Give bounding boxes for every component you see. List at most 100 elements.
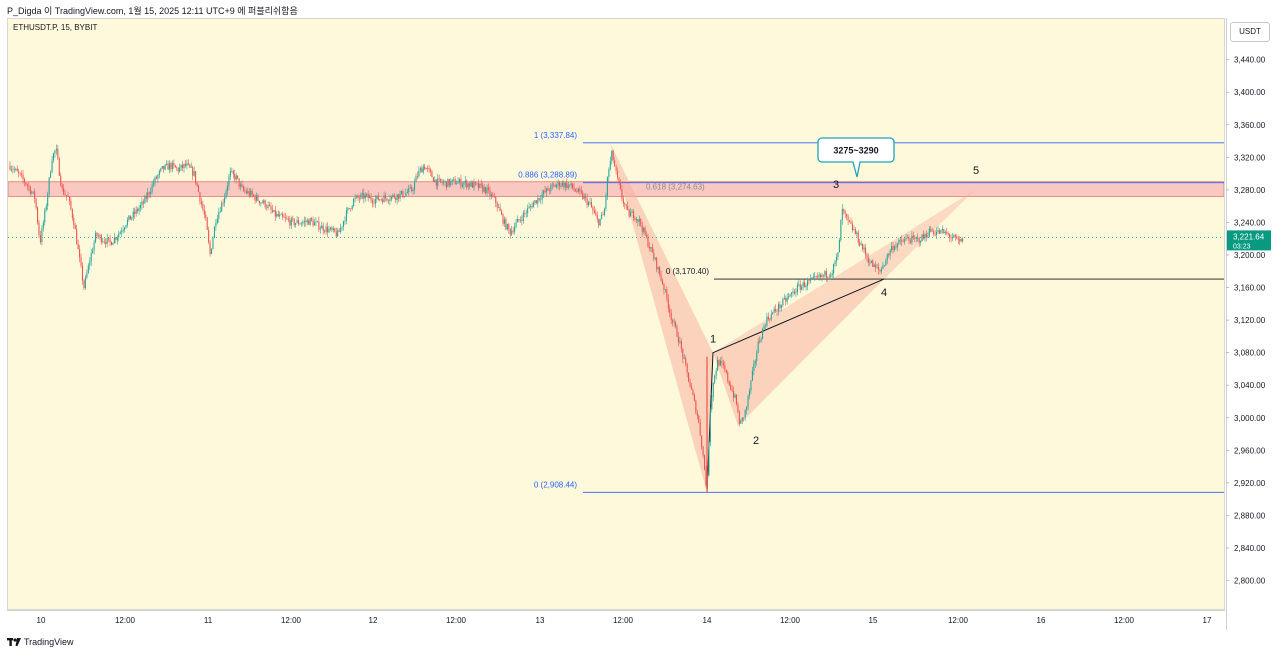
symbol-label[interactable]: ETHUSDT.P, 15, BYBIT — [13, 23, 98, 32]
candle-body — [224, 197, 226, 203]
candle-body — [714, 375, 716, 383]
candle-body — [566, 182, 568, 188]
candle-body — [793, 291, 795, 294]
candle-body — [370, 196, 372, 201]
candle-body — [189, 164, 191, 168]
candle-body — [93, 242, 95, 251]
candle-body — [537, 198, 539, 204]
publish-header: P_Digda 이 TradingView.com, 1월 15, 2025 1… — [0, 0, 1280, 18]
candle-body — [29, 186, 31, 194]
candle-body — [857, 232, 859, 243]
candle-body — [820, 274, 822, 278]
candle-body — [139, 205, 142, 209]
candle-body — [235, 175, 237, 180]
candle-body — [859, 242, 861, 246]
candle-body — [122, 229, 124, 232]
candle-body — [477, 183, 479, 188]
chart-pane[interactable] — [7, 18, 1225, 610]
candle-body — [266, 207, 268, 208]
candle-body — [257, 195, 259, 201]
candle-body — [734, 394, 736, 398]
candle-body — [563, 182, 565, 188]
candle-body — [924, 234, 926, 239]
candle-body — [654, 257, 656, 259]
y-tick-label: 3,280.00 — [1234, 186, 1266, 195]
candle-body — [199, 192, 201, 202]
x-tick-label: 17 — [1203, 616, 1212, 625]
candle-body — [408, 188, 410, 193]
candle-body — [23, 179, 26, 183]
candle-body — [103, 241, 105, 243]
candle-body — [379, 199, 381, 201]
tradingview-logo[interactable]: TradingView — [7, 637, 74, 647]
candle-body — [828, 276, 830, 278]
candle-body — [64, 194, 66, 196]
candle-body — [311, 218, 313, 221]
candle-body — [534, 200, 536, 203]
candle-body — [296, 220, 298, 223]
candle-body — [480, 183, 482, 186]
wave-label-3: 3 — [833, 179, 839, 191]
candle-body — [676, 326, 678, 337]
candle-body — [638, 219, 640, 222]
candle-body — [516, 219, 519, 223]
candle-body — [893, 246, 896, 251]
candle-body — [353, 199, 355, 207]
candle-body — [316, 221, 318, 222]
candle-body — [847, 216, 849, 221]
price-axis[interactable] — [1226, 18, 1275, 630]
candle-body — [254, 195, 256, 201]
candle-body — [448, 179, 450, 186]
candle-body — [538, 198, 540, 200]
candle-body — [399, 193, 401, 199]
candle-body — [340, 227, 342, 232]
x-tick-label: 11 — [204, 616, 213, 625]
candle-body — [95, 232, 97, 243]
candle-body — [522, 212, 524, 221]
candle-body — [282, 214, 284, 217]
candle-body — [424, 166, 426, 170]
candle-body — [470, 181, 472, 187]
candle-body — [409, 187, 411, 189]
candle-body — [837, 252, 839, 258]
candle-body — [511, 230, 513, 235]
candle-body — [608, 169, 610, 178]
candle-body — [701, 435, 703, 447]
candle-body — [238, 178, 240, 187]
candle-body — [751, 371, 753, 381]
candle-body — [885, 260, 887, 266]
candle-body — [290, 218, 292, 226]
attribution-text: P_Digda 이 TradingView.com, 1월 15, 2025 1… — [7, 6, 298, 16]
candle-body — [109, 238, 111, 242]
candle-body — [570, 183, 572, 186]
candle-body — [39, 235, 41, 243]
currency-button[interactable]: USDT — [1230, 22, 1270, 42]
candle-body — [18, 171, 20, 173]
candle-body — [187, 163, 189, 165]
candle-body — [849, 220, 851, 222]
candle-body — [158, 170, 160, 176]
candle-body — [741, 417, 743, 422]
candle-body — [389, 199, 391, 202]
candle-body — [835, 257, 838, 262]
candle-body — [766, 316, 768, 326]
candle-body — [421, 168, 423, 173]
candle-body — [274, 210, 276, 217]
candle-body — [334, 228, 336, 232]
time-axis[interactable] — [7, 610, 1225, 631]
last-price-value: 3,221.64 — [1233, 232, 1265, 241]
candle-body — [386, 198, 388, 201]
candle-body — [485, 187, 487, 194]
candle-body — [142, 201, 144, 204]
candle-body — [416, 176, 418, 177]
y-tick-label: 3,080.00 — [1234, 349, 1266, 358]
candle-body — [174, 165, 176, 168]
candle-body — [914, 237, 916, 239]
candle-body — [92, 250, 94, 254]
candle-body — [696, 412, 698, 416]
candle-body — [38, 222, 40, 236]
candle-body — [366, 194, 368, 196]
candle-body — [762, 328, 764, 340]
candle-body — [657, 267, 659, 270]
